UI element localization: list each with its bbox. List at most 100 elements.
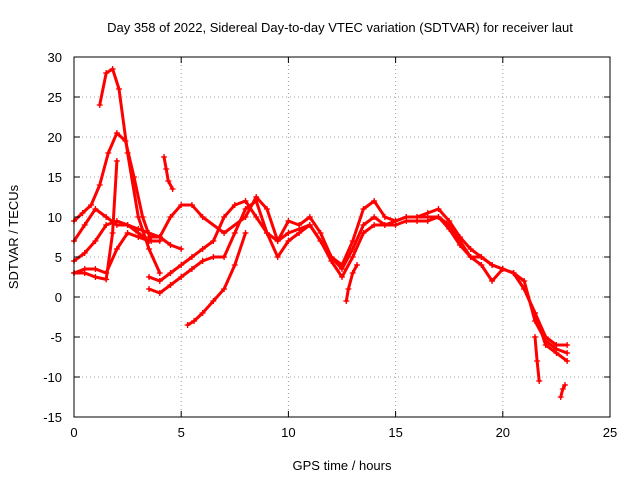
data-point: [531, 310, 538, 316]
data-point: [381, 222, 388, 228]
data-point: [306, 222, 313, 228]
data-point: [242, 198, 249, 204]
data-point: [489, 262, 496, 268]
data-point: [88, 202, 95, 208]
data-point: [105, 150, 112, 156]
data-point: [343, 298, 350, 304]
data-point: [360, 206, 367, 212]
chart-title: Day 358 of 2022, Sidereal Day-to-day VTE…: [107, 20, 573, 35]
y-tick-label: 5: [55, 250, 62, 265]
series-track-3: [71, 206, 185, 252]
data-point: [392, 218, 399, 224]
data-point: [146, 234, 153, 240]
data-point: [231, 262, 238, 268]
x-tick-label: 5: [178, 425, 185, 440]
data-point: [371, 214, 378, 220]
data-point: [381, 214, 388, 220]
data-point: [564, 350, 571, 356]
y-axis-label: SDTVAR / TECUs: [6, 184, 21, 289]
data-point: [561, 382, 568, 388]
data-point: [559, 386, 566, 392]
data-point: [161, 154, 168, 160]
series-line: [186, 231, 247, 327]
data-point: [531, 334, 538, 340]
data-point: [116, 86, 123, 92]
data-point: [424, 214, 431, 220]
data-point: [339, 266, 345, 272]
y-tick-label: -15: [43, 410, 62, 425]
data-point: [510, 270, 517, 276]
data-point: [557, 394, 564, 400]
data-point: [231, 230, 238, 236]
data-point: [96, 102, 103, 108]
data-point: [199, 214, 206, 220]
series-track-2: [71, 130, 155, 244]
x-tick-label: 25: [603, 425, 617, 440]
axis-ticks: 0 5 10 15 20 25 -15 -10 -5 0 5 10 15 20 25 30: [43, 50, 617, 440]
data-point: [553, 350, 560, 356]
data-point: [345, 286, 352, 292]
y-tick-label: -10: [43, 370, 62, 385]
data-point: [124, 230, 131, 236]
x-tick-label: 20: [496, 425, 510, 440]
series-track-10: [161, 154, 176, 192]
data-point: [178, 202, 185, 208]
data-point: [188, 202, 195, 208]
data-point: [156, 278, 163, 284]
data-point: [221, 230, 228, 236]
data-point: [339, 274, 345, 280]
series-track-11: [184, 230, 249, 328]
y-tick-label: 30: [48, 50, 62, 65]
data-point: [184, 322, 191, 328]
data-point: [274, 238, 281, 244]
data-point: [221, 214, 228, 220]
data-point: [521, 286, 528, 292]
data-point: [349, 270, 356, 276]
data-point: [167, 282, 174, 288]
data-point: [167, 214, 174, 220]
series-track-6: [71, 158, 120, 283]
y-tick-label: -5: [50, 330, 62, 345]
data-point: [285, 218, 292, 224]
data-point: [403, 214, 410, 220]
data-point: [156, 234, 163, 240]
series-line: [72, 131, 153, 243]
data-point: [221, 286, 228, 292]
data-point: [199, 310, 206, 316]
data-point: [146, 274, 153, 280]
data-point: [178, 246, 185, 252]
data-point: [242, 230, 249, 236]
data-point: [521, 278, 528, 284]
series-line: [162, 155, 175, 191]
data-point: [360, 222, 367, 228]
data-point: [317, 238, 324, 244]
data-point: [113, 130, 120, 136]
y-tick-label: 25: [48, 90, 62, 105]
x-tick-label: 10: [281, 425, 295, 440]
data-point: [92, 206, 99, 212]
data-point: [124, 222, 131, 228]
data-point: [156, 270, 163, 276]
data-point: [96, 182, 103, 188]
series-track-13: [531, 334, 543, 384]
data-point: [199, 246, 206, 252]
plot-frame: [73, 56, 611, 418]
data-point: [178, 262, 185, 268]
data-point: [167, 242, 174, 248]
series-line: [147, 199, 569, 355]
y-tick-label: 0: [55, 290, 62, 305]
data-point: [210, 254, 217, 260]
data-point: [191, 318, 198, 324]
data-point: [253, 214, 260, 220]
data-point: [285, 230, 292, 236]
data-point: [317, 230, 324, 236]
data-point: [165, 178, 172, 184]
grid: [74, 57, 610, 417]
data-point: [122, 138, 129, 144]
data-point: [371, 198, 378, 204]
data-point: [92, 274, 99, 280]
data-point: [210, 298, 217, 304]
data-point: [163, 166, 170, 172]
x-tick-label: 0: [70, 425, 77, 440]
